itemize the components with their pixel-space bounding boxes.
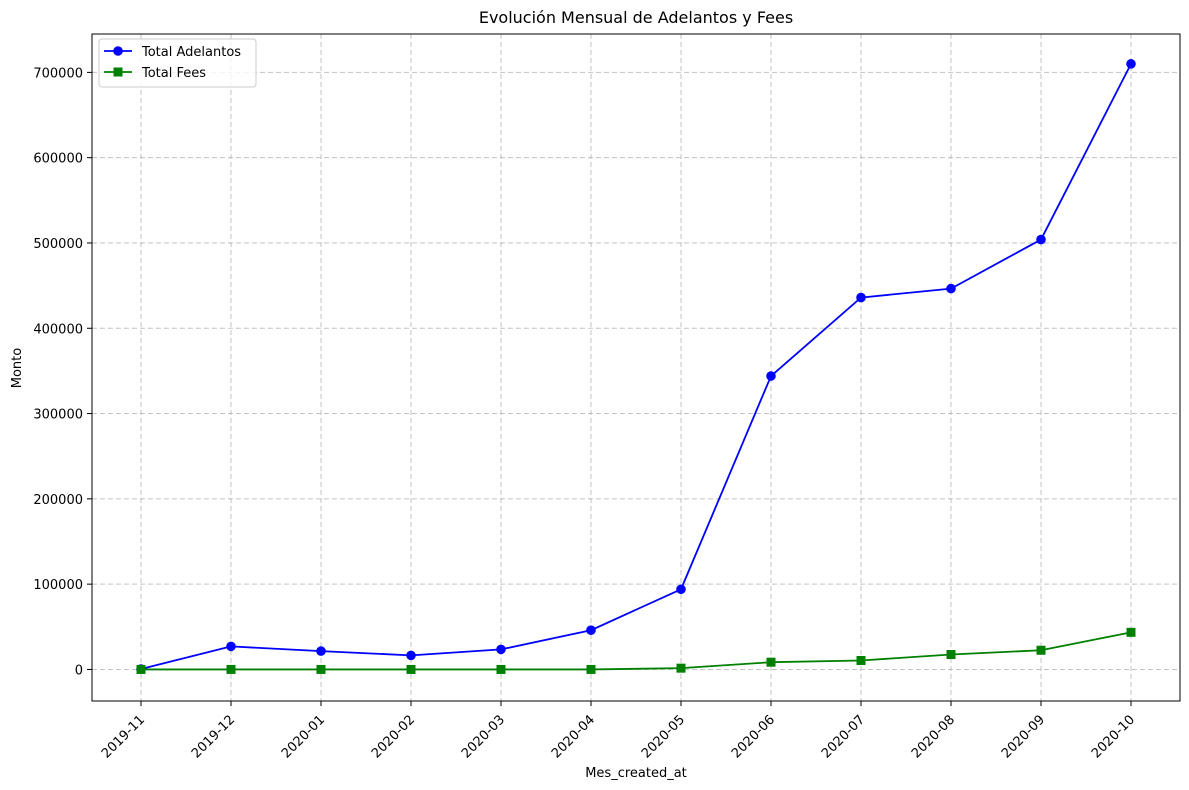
data-point [226, 664, 236, 674]
data-point [676, 584, 686, 595]
series-layer [136, 59, 1136, 674]
data-point [406, 664, 416, 674]
legend-box [98, 38, 257, 88]
data-point [586, 625, 596, 636]
series-line [140, 63, 1132, 670]
data-point [316, 664, 326, 674]
data-point [226, 641, 236, 652]
data-point [316, 646, 326, 656]
y-tick-label: 700000 [33, 66, 83, 81]
data-point [136, 664, 146, 674]
data-point [856, 292, 866, 303]
legend-item: Total Adelantos [104, 45, 241, 60]
series-total-fees [136, 627, 1136, 674]
data-point [856, 655, 866, 665]
legend-label: Total Adelantos [141, 45, 241, 60]
data-point [1126, 627, 1136, 637]
y-tick-label: 500000 [33, 237, 83, 252]
data-point [766, 371, 776, 381]
series-line [141, 631, 1132, 671]
data-point [676, 663, 686, 673]
data-point [766, 657, 776, 667]
data-point [406, 650, 416, 661]
chart-title: Evolución Mensual de Adelantos y Fees [479, 8, 793, 27]
x-axis-label: Mes_created_at [585, 766, 687, 781]
legend: Total Adelantos Total Fees [98, 38, 257, 88]
y-tick-label: 200000 [33, 493, 83, 508]
data-point [586, 664, 596, 674]
legend-marker [113, 67, 123, 77]
legend-marker [113, 46, 123, 56]
grid [92, 34, 1180, 701]
data-point [1126, 59, 1136, 69]
y-tick-label: 0 [75, 663, 83, 678]
data-point [946, 283, 956, 294]
y-axis: 0 100000 200000 300000 400000 500000 600000 700… [33, 66, 92, 678]
data-point [1036, 645, 1046, 655]
legend-label: Total Fees [141, 66, 206, 81]
y-tick-label: 400000 [33, 322, 83, 337]
y-tick-label: 300000 [33, 408, 83, 423]
y-tick-label: 600000 [33, 152, 83, 167]
y-axis-label: Monto [10, 348, 25, 389]
data-point [946, 650, 956, 660]
y-tick-label: 100000 [33, 578, 83, 593]
data-point [1036, 234, 1046, 245]
data-point [496, 664, 506, 674]
plot-frame [91, 33, 1181, 702]
data-point [496, 644, 506, 655]
legend-item: Total Fees [104, 66, 206, 81]
